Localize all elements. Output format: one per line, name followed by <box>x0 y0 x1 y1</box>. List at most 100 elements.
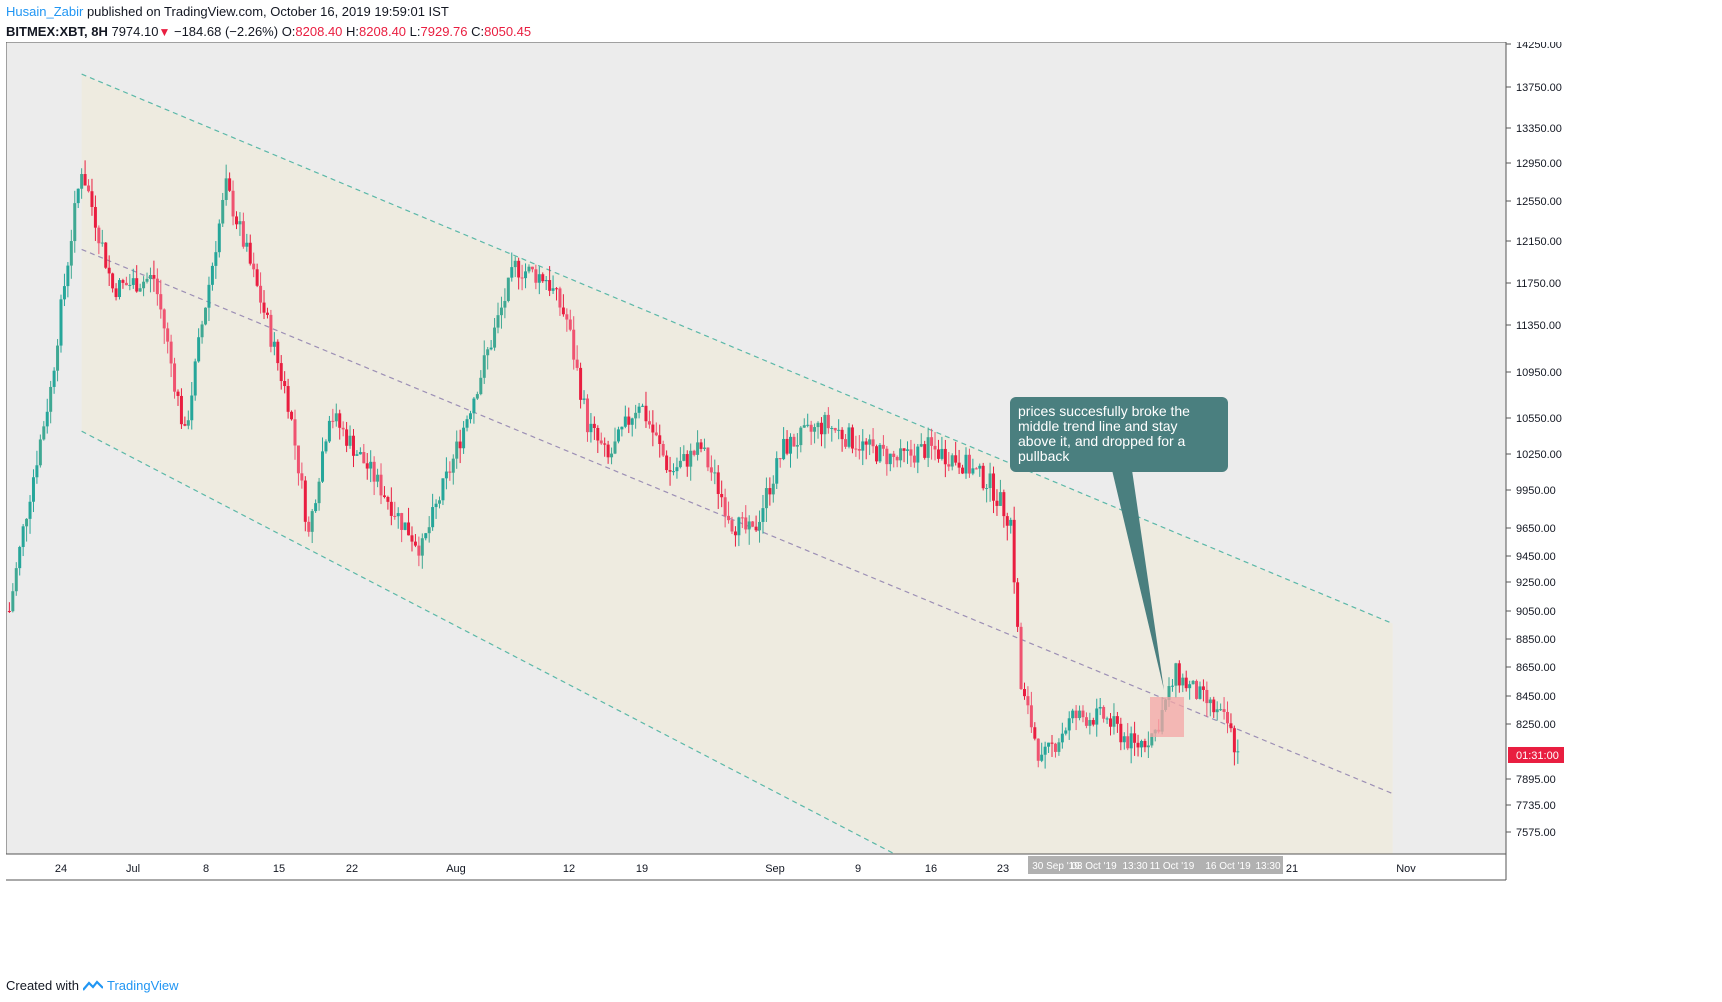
chart-area[interactable]: prices succesfully broke the middle trend… <box>5 39 1722 968</box>
candle-body <box>1198 686 1202 699</box>
candle-body <box>376 474 380 482</box>
candle-body <box>97 227 101 244</box>
candle-body <box>14 568 18 592</box>
candle-body <box>678 460 682 468</box>
candle-body <box>709 467 713 473</box>
candle-body <box>957 462 961 468</box>
candle-body <box>286 386 290 412</box>
candle-body <box>131 278 135 285</box>
time-tick-label: 9 <box>855 863 861 875</box>
candle-body <box>252 263 256 270</box>
candle-body <box>221 199 225 224</box>
candle-body <box>850 427 854 449</box>
candle-body <box>909 449 913 456</box>
candle-body <box>506 277 510 302</box>
candle-body <box>589 423 593 433</box>
candle-body <box>1016 582 1020 627</box>
candle-body <box>847 427 851 447</box>
candle-body <box>1136 742 1140 748</box>
candle-body <box>947 464 951 467</box>
candle-body <box>1122 736 1126 743</box>
candle-body <box>245 242 249 247</box>
candle-body <box>35 465 39 478</box>
candle-body <box>933 445 937 450</box>
candle-body <box>162 309 166 329</box>
candle-body <box>272 341 276 347</box>
tradingview-logo-icon[interactable] <box>82 979 103 991</box>
candle-body <box>1201 686 1205 690</box>
candle-body <box>248 242 252 264</box>
candle-body <box>355 454 359 456</box>
time-overlay-strip <box>1028 856 1283 874</box>
candle-body <box>895 456 899 461</box>
candle-body <box>351 435 355 456</box>
candle-body <box>992 473 996 501</box>
price-tick-label: 9050.00 <box>1516 606 1556 618</box>
candle-body <box>537 274 541 283</box>
candle-body <box>771 483 775 495</box>
price-tick-label: 8850.00 <box>1516 634 1556 646</box>
candle-body <box>166 328 170 342</box>
price-tick-label: 8250.00 <box>1516 719 1556 731</box>
candle-body <box>1098 706 1102 709</box>
candle-body <box>83 174 87 186</box>
candle-body <box>52 370 56 387</box>
candle-body <box>744 517 748 530</box>
candle-body <box>1181 677 1185 686</box>
candle-body <box>610 453 614 458</box>
candle-body <box>1208 699 1212 704</box>
candle-body <box>926 437 930 458</box>
candle-body <box>919 444 923 447</box>
candle-body <box>1074 710 1078 719</box>
candle-body <box>916 446 920 463</box>
candle-body <box>572 329 576 360</box>
candle-body <box>1191 680 1195 685</box>
candle-body <box>76 188 80 204</box>
time-overlay-label: 13:30 <box>1122 861 1147 872</box>
candle-body <box>613 441 617 454</box>
candle-body <box>967 454 971 474</box>
tradingview-brand[interactable]: TradingView <box>106 977 179 993</box>
time-tick-label: 22 <box>346 863 358 875</box>
candle-body <box>875 446 879 462</box>
candle-body <box>503 301 507 308</box>
candle-body <box>1119 723 1123 743</box>
candle-body <box>7 611 11 612</box>
author-link[interactable]: Husain_Zabir <box>6 4 84 19</box>
candle-body <box>544 280 548 282</box>
candle-body <box>358 452 362 455</box>
candle-body <box>685 454 689 467</box>
candle-body <box>620 426 624 430</box>
candle-body <box>321 451 325 482</box>
candle-body <box>905 449 909 451</box>
time-tick-label: Nov <box>1396 863 1416 875</box>
candle-body <box>111 273 115 289</box>
candle-body <box>472 398 476 414</box>
candle-body <box>204 307 208 325</box>
candle-body <box>482 355 486 378</box>
channel-upper-line <box>81 73 1393 625</box>
price-tick-label: 9650.00 <box>1516 523 1556 535</box>
price-tick-label: 10550.00 <box>1516 413 1562 425</box>
candle-body <box>269 314 273 347</box>
candle-body <box>169 341 173 364</box>
candle-body <box>1012 519 1016 583</box>
candle-body <box>517 260 521 278</box>
candle-body <box>468 413 472 420</box>
callout-text-line: prices succesfully broke the <box>1018 403 1190 419</box>
candle-body <box>396 513 400 517</box>
candle-body <box>276 341 280 364</box>
price-tick-label: 9250.00 <box>1516 577 1556 589</box>
candle-body <box>124 282 128 286</box>
candle-body <box>788 436 792 454</box>
candle-body <box>634 412 638 419</box>
price-tick-label: 11750.00 <box>1516 278 1561 290</box>
candle-body <box>1133 733 1137 743</box>
time-tick-label: 19 <box>636 863 648 875</box>
candle-body <box>341 427 345 430</box>
candle-body <box>303 480 307 522</box>
callout-text-line: middle trend line and stay <box>1018 418 1178 434</box>
candle-body <box>296 445 300 474</box>
